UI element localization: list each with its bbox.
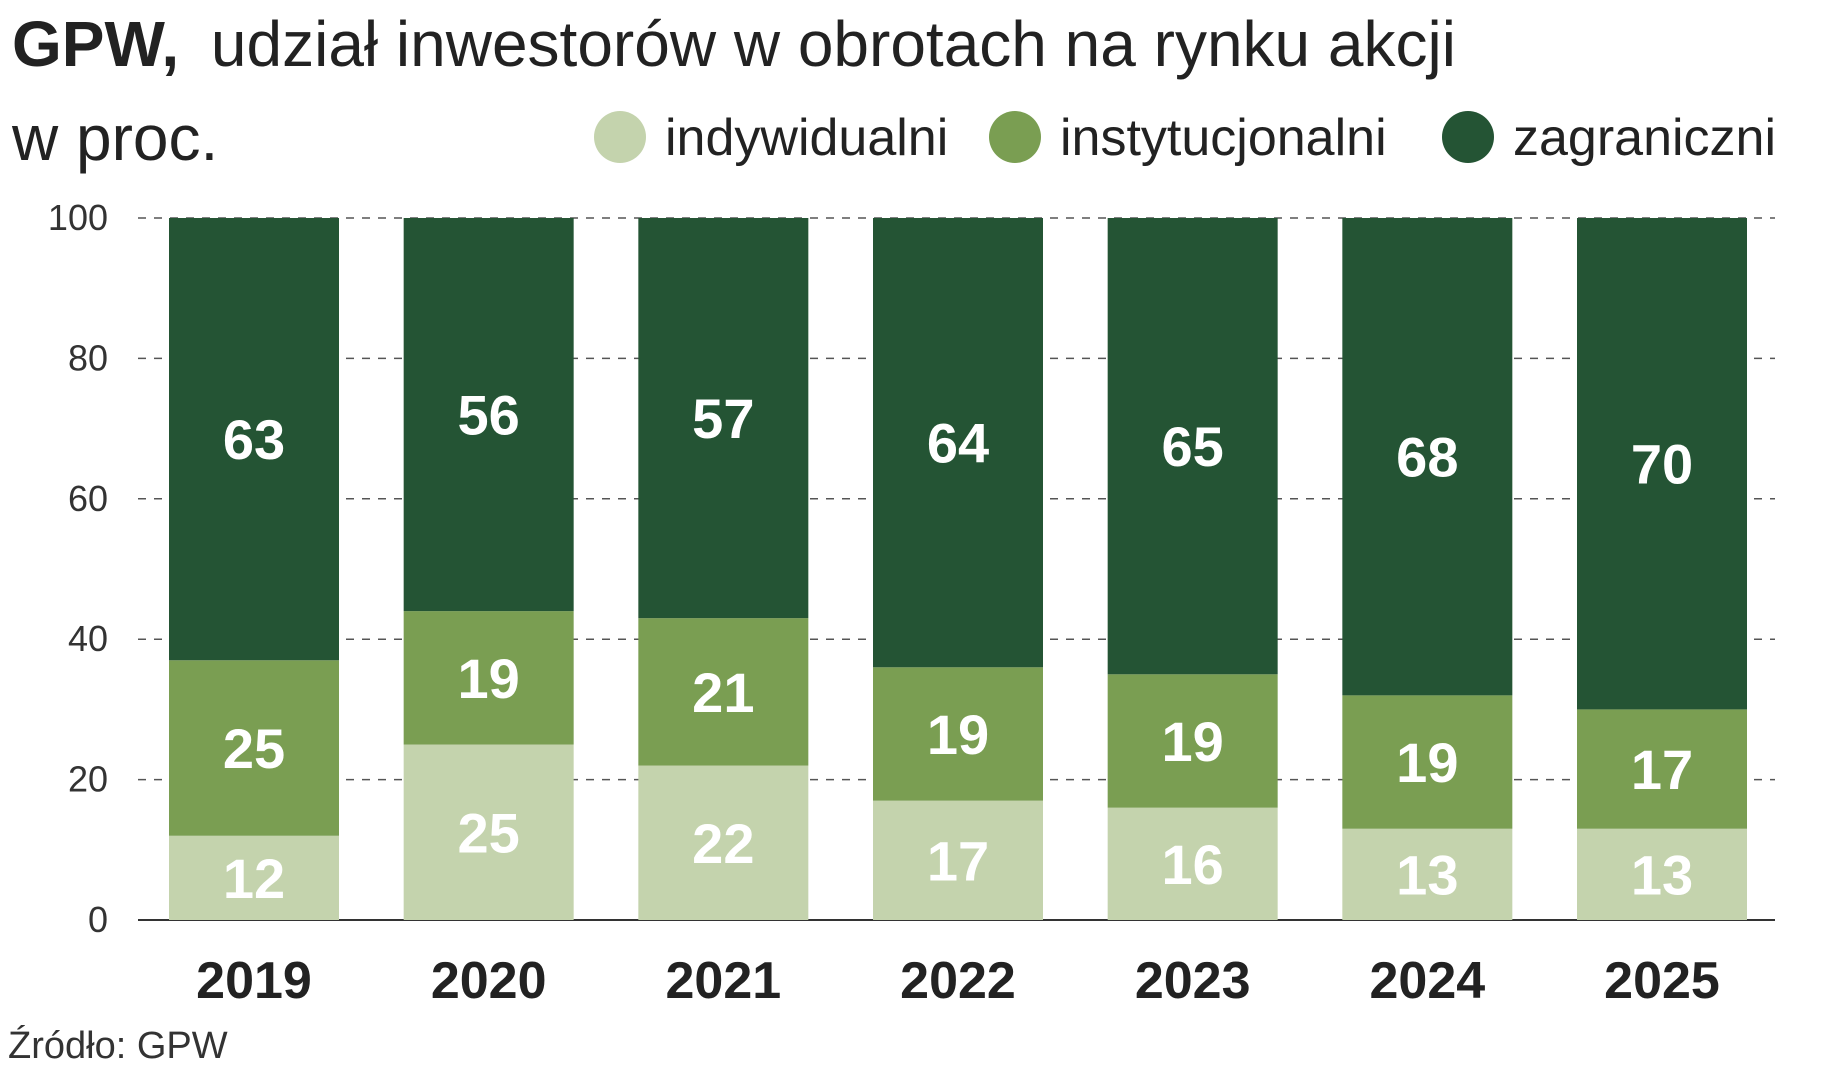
data-label-instytucjonalni-2022: 19 [927, 703, 989, 766]
bar-instytucjonalni-2021 [638, 618, 809, 766]
chart-title-bold: GPW, [12, 8, 179, 80]
x-tick-label: 2022 [900, 952, 1016, 1010]
y-tick-label: 60 [68, 478, 108, 519]
bar-instytucjonalni-2024 [1342, 695, 1513, 829]
legend-label-zagraniczni: zagraniczni [1513, 109, 1776, 167]
legend-swatch-indywidualni [594, 111, 646, 163]
data-label-indywidualni-2019: 12 [223, 847, 285, 910]
data-label-zagraniczni-2021: 57 [692, 387, 754, 450]
bar-zagraniczni-2022 [873, 218, 1043, 668]
data-label-instytucjonalni-2021: 21 [692, 661, 754, 724]
chart-title-line2: w proc. [11, 102, 218, 174]
data-label-instytucjonalni-2019: 25 [223, 717, 285, 780]
y-tick-label: 80 [68, 337, 108, 378]
legend-label-instytucjonalni: instytucjonalni [1060, 109, 1387, 167]
data-label-instytucjonalni-2023: 19 [1162, 710, 1224, 773]
bar-zagraniczni-2025 [1577, 218, 1747, 710]
data-label-zagraniczni-2019: 63 [223, 408, 285, 471]
bar-zagraniczni-2023 [1107, 218, 1278, 675]
bar-indywidualni-2022 [873, 800, 1043, 920]
data-label-indywidualni-2020: 25 [458, 801, 520, 864]
y-tick-label: 0 [88, 899, 108, 940]
data-label-zagraniczni-2024: 68 [1396, 426, 1458, 489]
data-label-zagraniczni-2022: 64 [927, 412, 989, 475]
x-tick-label: 2019 [196, 952, 312, 1010]
data-label-zagraniczni-2023: 65 [1162, 415, 1224, 478]
legend-swatch-zagraniczni [1442, 111, 1494, 163]
legend-label-indywidualni: indywidualni [665, 109, 948, 167]
bar-zagraniczni-2024 [1342, 218, 1513, 696]
bar-zagraniczni-2019 [169, 218, 339, 661]
data-label-indywidualni-2024: 13 [1396, 843, 1458, 906]
y-axis: 0 20 40 60 80 100 [48, 197, 108, 940]
bar-instytucjonalni-2020 [403, 611, 574, 745]
y-tick-label: 20 [68, 759, 108, 800]
x-tick-label: 2025 [1604, 952, 1720, 1010]
source-note: Źródło: GPW [8, 1024, 228, 1067]
legend: indywidualni instytucjonalni zagraniczni [594, 109, 1776, 167]
legend-swatch-instytucjonalni [989, 111, 1041, 163]
data-label-instytucjonalni-2024: 19 [1396, 731, 1458, 794]
x-tick-label: 2023 [1135, 952, 1251, 1010]
data-label-indywidualni-2025: 13 [1631, 843, 1693, 906]
data-label-instytucjonalni-2020: 19 [458, 647, 520, 710]
bar-indywidualni-2019 [169, 835, 339, 920]
bars: 12 25 63 25 19 56 22 21 57 17 19 64 16 19 65 13 19 68 13 17… [169, 218, 1747, 920]
data-label-zagraniczni-2025: 70 [1631, 433, 1693, 496]
x-tick-label: 2021 [665, 952, 781, 1010]
bar-instytucjonalni-2025 [1577, 709, 1747, 829]
y-tick-label: 100 [48, 197, 108, 238]
bar-instytucjonalni-2019 [169, 660, 339, 836]
bar-indywidualni-2021 [638, 765, 809, 920]
data-label-indywidualni-2023: 16 [1162, 833, 1224, 896]
x-tick-label: 2024 [1369, 952, 1485, 1010]
data-label-indywidualni-2021: 22 [692, 812, 754, 875]
chart-title-line1: udział inwestorów w obrotach na rynku ak… [211, 8, 1456, 80]
x-tick-label: 2020 [431, 952, 547, 1010]
data-label-indywidualni-2022: 17 [927, 829, 989, 892]
bar-indywidualni-2020 [403, 744, 574, 920]
y-tick-label: 40 [68, 618, 108, 659]
data-label-instytucjonalni-2025: 17 [1631, 738, 1693, 801]
x-axis: 2019 2020 2021 2022 2023 2024 2025 [196, 952, 1720, 1010]
bar-instytucjonalni-2023 [1107, 674, 1278, 808]
data-label-zagraniczni-2020: 56 [458, 384, 520, 447]
bar-zagraniczni-2020 [403, 218, 574, 612]
bar-indywidualni-2023 [1107, 807, 1278, 920]
bar-indywidualni-2025 [1577, 828, 1747, 920]
bar-instytucjonalni-2022 [873, 667, 1043, 801]
bar-zagraniczni-2021 [638, 218, 809, 619]
bar-indywidualni-2024 [1342, 828, 1513, 920]
chart-title: GPW, udział inwestorów w obrotach na ryn… [12, 8, 1456, 80]
